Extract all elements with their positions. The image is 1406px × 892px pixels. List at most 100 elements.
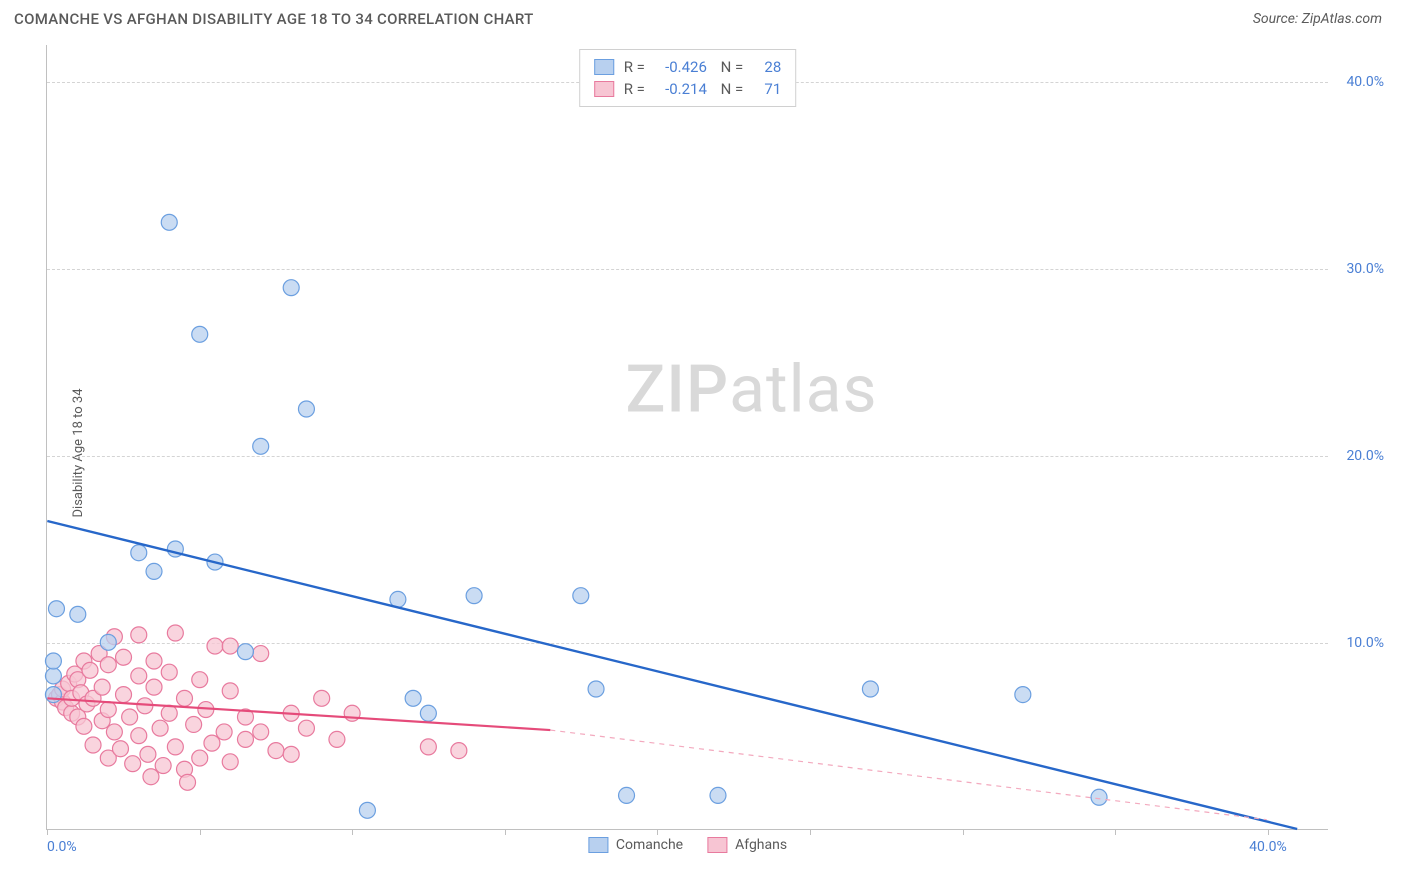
data-point	[131, 627, 147, 643]
x-tick	[1115, 829, 1116, 835]
data-point	[253, 438, 269, 454]
chart-header: COMANCHE VS AFGHAN DISABILITY AGE 18 TO …	[0, 0, 1406, 34]
data-point	[710, 787, 726, 803]
data-point	[122, 709, 138, 725]
data-point	[619, 787, 635, 803]
data-point	[451, 743, 467, 759]
data-point	[420, 739, 436, 755]
data-point	[146, 679, 162, 695]
data-point	[167, 739, 183, 755]
data-point	[222, 683, 238, 699]
trend-line	[47, 521, 1297, 829]
data-point	[82, 662, 98, 678]
data-point	[573, 588, 589, 604]
y-tick-label: 30.0%	[1346, 261, 1384, 277]
data-point	[131, 668, 147, 684]
data-point	[161, 214, 177, 230]
swatch-afghans	[594, 81, 614, 97]
data-point	[45, 668, 61, 684]
data-point	[70, 606, 86, 622]
data-point	[283, 280, 299, 296]
data-point	[192, 326, 208, 342]
r-value-comanche: -0.426	[655, 58, 707, 76]
x-tick-label: 0.0%	[47, 839, 77, 855]
data-point	[116, 649, 132, 665]
swatch-comanche	[594, 59, 614, 75]
data-point	[180, 774, 196, 790]
data-point	[253, 646, 269, 662]
data-point	[45, 687, 61, 703]
data-point	[155, 758, 171, 774]
chart-title: COMANCHE VS AFGHAN DISABILITY AGE 18 TO …	[14, 10, 534, 28]
data-point	[131, 728, 147, 744]
data-point	[186, 716, 202, 732]
data-point	[161, 664, 177, 680]
data-point	[45, 653, 61, 669]
x-tick	[47, 829, 48, 835]
x-tick	[1268, 829, 1269, 835]
data-point	[314, 690, 330, 706]
data-point	[146, 653, 162, 669]
data-point	[125, 756, 141, 772]
data-point	[131, 545, 147, 561]
data-point	[100, 657, 116, 673]
data-point	[100, 634, 116, 650]
data-point	[152, 720, 168, 736]
data-point	[100, 702, 116, 718]
data-point	[588, 681, 604, 697]
data-point	[76, 718, 92, 734]
legend-row-afghans: R = -0.214 N = 71	[594, 78, 782, 100]
data-point	[329, 731, 345, 747]
data-point	[204, 735, 220, 751]
data-point	[192, 672, 208, 688]
data-point	[192, 750, 208, 766]
data-point	[466, 588, 482, 604]
n-value-afghans: 71	[753, 80, 781, 98]
data-point	[177, 690, 193, 706]
data-point	[222, 754, 238, 770]
source-attribution: Source: ZipAtlas.com	[1253, 11, 1382, 27]
legend-label-comanche: Comanche	[616, 837, 683, 853]
data-point	[253, 724, 269, 740]
legend-label-afghans: Afghans	[735, 837, 787, 853]
plot-area: ZIPatlas 10.0%20.0%30.0%40.0% R = -0.426…	[46, 45, 1328, 830]
data-point	[420, 705, 436, 721]
y-tick-label: 40.0%	[1346, 74, 1384, 90]
x-tick	[810, 829, 811, 835]
data-point	[48, 601, 64, 617]
data-point	[222, 638, 238, 654]
swatch-comanche-bottom	[588, 837, 608, 853]
legend-item-afghans: Afghans	[707, 837, 787, 853]
data-point	[112, 741, 128, 757]
data-point	[85, 737, 101, 753]
x-tick	[352, 829, 353, 835]
trend-line-extrapolated	[550, 730, 1266, 820]
correlation-legend: R = -0.426 N = 28 R = -0.214 N = 71	[579, 49, 797, 107]
data-point	[140, 746, 156, 762]
data-point	[161, 705, 177, 721]
data-point	[1091, 789, 1107, 805]
x-tick	[505, 829, 506, 835]
data-point	[268, 743, 284, 759]
x-tick	[963, 829, 964, 835]
data-point	[216, 724, 232, 740]
data-point	[283, 746, 299, 762]
data-point	[167, 625, 183, 641]
data-point	[405, 690, 421, 706]
data-point	[862, 681, 878, 697]
data-point	[94, 679, 110, 695]
series-legend: Comanche Afghans	[588, 837, 787, 853]
chart-container: Disability Age 18 to 34 ZIPatlas 10.0%20…	[46, 45, 1388, 860]
data-point	[298, 720, 314, 736]
y-tick-label: 20.0%	[1346, 448, 1384, 464]
x-tick	[200, 829, 201, 835]
data-point	[237, 644, 253, 660]
legend-row-comanche: R = -0.426 N = 28	[594, 56, 782, 78]
data-point	[146, 563, 162, 579]
data-point	[143, 769, 159, 785]
data-point	[207, 638, 223, 654]
data-point	[1015, 687, 1031, 703]
x-tick-label: 40.0%	[1249, 839, 1287, 855]
data-point	[106, 724, 122, 740]
data-point	[359, 802, 375, 818]
